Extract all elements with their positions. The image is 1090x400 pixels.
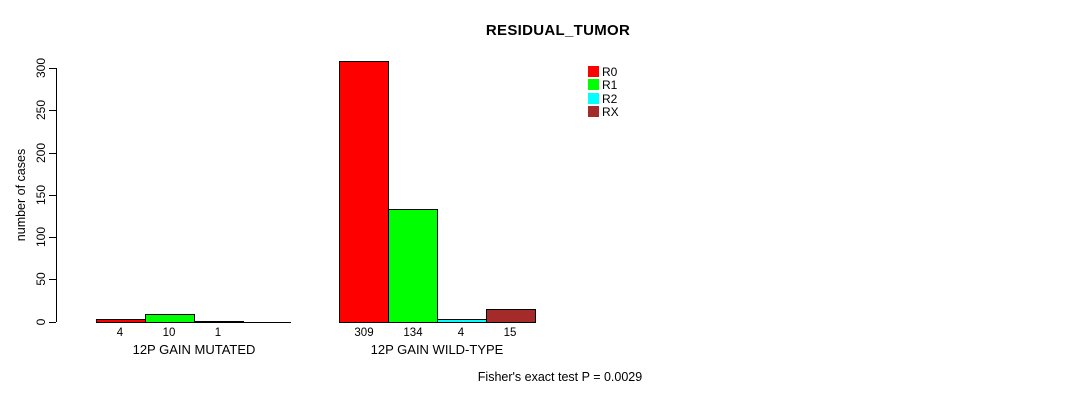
legend-label-rx: RX [602,105,619,119]
legend-swatch-r1 [588,79,599,90]
y-tick-label: 250 [33,99,48,121]
bar-value-label: 15 [503,326,517,339]
bar-r1-wild-type [388,209,438,323]
legend-swatch-rx [588,106,599,117]
y-tick-label: 0 [33,318,48,326]
bar-r0-mutated [96,319,146,323]
y-axis-label: number of cases [14,148,28,242]
y-tick-mark [49,279,56,280]
legend-label-r2: R2 [602,92,618,106]
fisher-test-footnote: Fisher's exact test P = 0.0029 [477,370,643,384]
legend-swatch-r0 [588,66,599,77]
y-tick-mark [49,195,56,196]
category-label: 12P GAIN WILD-TYPE [370,341,504,357]
y-tick-label: 150 [33,184,48,206]
y-tick-mark [49,237,56,238]
legend-label-r1: R1 [602,78,618,92]
category-label: 12P GAIN MUTATED [132,341,256,357]
y-tick-mark [49,68,56,69]
y-tick-label: 300 [33,57,48,79]
bar-r2-wild-type [437,319,487,323]
y-tick-label: 100 [33,226,48,248]
chart-title: RESIDUAL_TUMOR [485,22,631,39]
bar-rx-wild-type [486,309,536,323]
bar-r2-mutated [194,321,244,323]
bar-value-label: 134 [403,326,423,339]
legend-label-r0: R0 [602,65,618,79]
y-axis-line [56,68,57,322]
bar-value-label: 10 [162,326,176,339]
bar-value-label: 4 [116,326,124,339]
bar-value-label: 309 [354,326,374,339]
legend-swatch-r2 [588,93,599,104]
y-tick-mark [49,153,56,154]
bar-value-label: 1 [214,326,222,339]
y-tick-mark [49,322,56,323]
bar-value-label: 4 [457,326,465,339]
bar-r0-wild-type [339,61,389,323]
y-tick-label: 200 [33,142,48,164]
y-tick-mark [49,110,56,111]
y-tick-label: 50 [33,272,48,286]
bar-r1-mutated [145,314,195,323]
